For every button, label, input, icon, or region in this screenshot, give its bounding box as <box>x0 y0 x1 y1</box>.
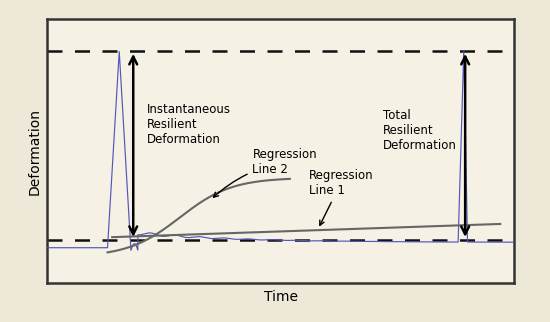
X-axis label: Time: Time <box>263 290 298 304</box>
Text: Instantaneous
Resilient
Deformation: Instantaneous Resilient Deformation <box>147 103 231 147</box>
Y-axis label: Deformation: Deformation <box>27 108 41 195</box>
Text: Regression
Line 2: Regression Line 2 <box>213 148 317 197</box>
Text: Regression
Line 1: Regression Line 1 <box>309 169 373 225</box>
Text: Total
Resilient
Deformation: Total Resilient Deformation <box>383 109 457 152</box>
